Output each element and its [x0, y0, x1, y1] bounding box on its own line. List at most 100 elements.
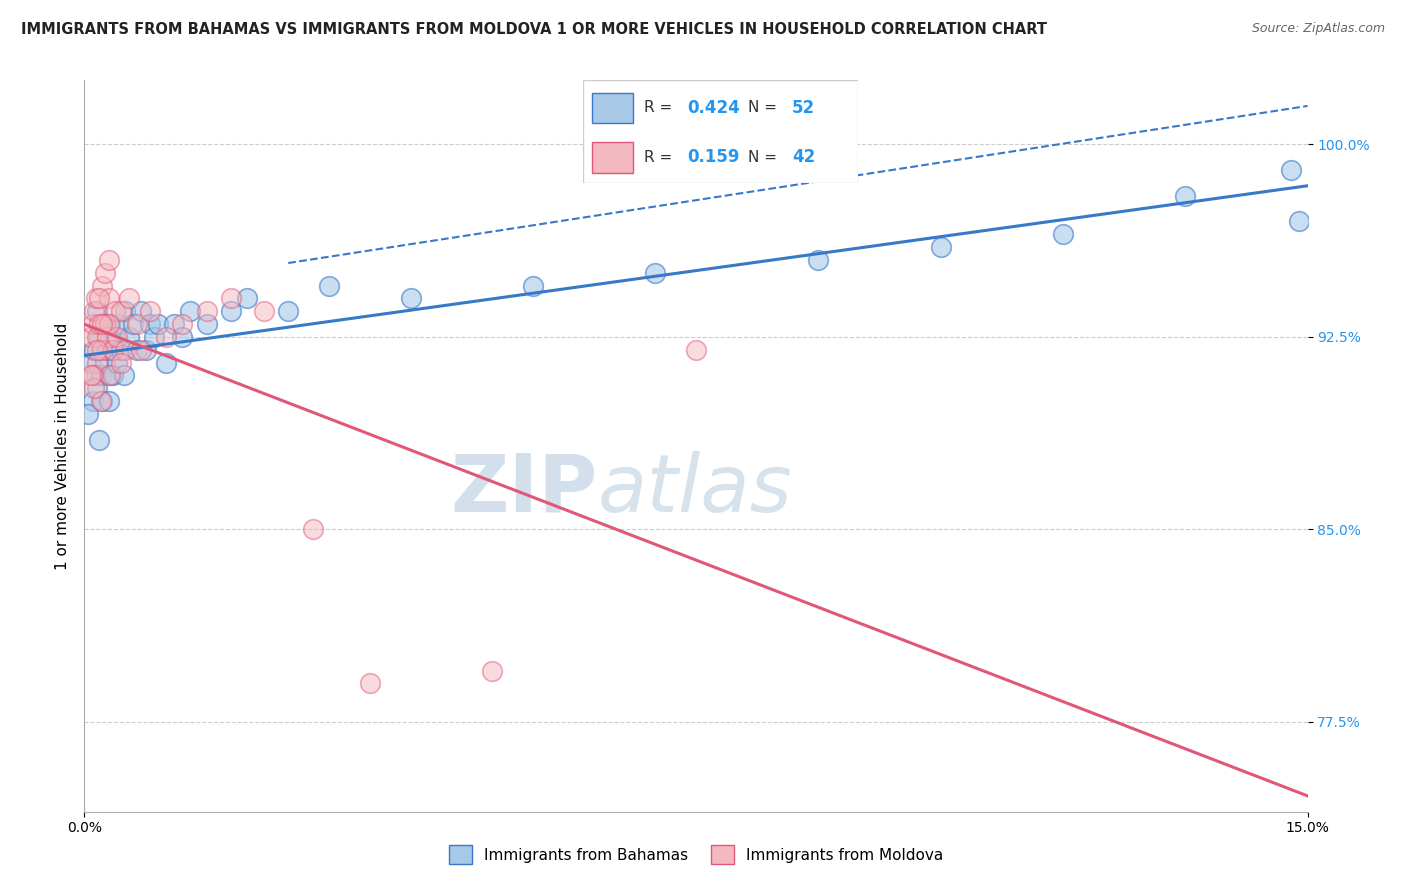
Point — [93, 266, 115, 280]
Point — [522, 278, 544, 293]
Point — [1279, 163, 1302, 178]
Point — [93, 355, 115, 369]
Point — [138, 304, 160, 318]
Point — [86, 343, 108, 357]
Point — [131, 304, 153, 318]
Point — [80, 368, 103, 383]
Point — [110, 355, 132, 369]
Text: N =: N = — [748, 150, 782, 165]
Point — [110, 343, 132, 357]
Point — [253, 304, 276, 318]
Point — [118, 330, 141, 344]
Point — [87, 433, 110, 447]
Point — [122, 317, 145, 331]
Point — [86, 355, 108, 369]
Point — [644, 266, 666, 280]
Point — [86, 330, 108, 344]
Text: 52: 52 — [792, 99, 815, 117]
Legend: Immigrants from Bahamas, Immigrants from Moldova: Immigrants from Bahamas, Immigrants from… — [443, 839, 949, 870]
Point — [195, 317, 218, 331]
Point — [114, 304, 136, 318]
Text: 0.159: 0.159 — [688, 148, 740, 166]
Point — [87, 292, 110, 306]
Point — [219, 292, 242, 306]
Point — [93, 317, 115, 331]
Text: 42: 42 — [792, 148, 815, 166]
Point — [86, 381, 108, 395]
Point — [91, 317, 114, 331]
Point — [146, 317, 169, 331]
Point — [83, 343, 105, 357]
Text: N =: N = — [748, 101, 782, 115]
Point — [82, 394, 104, 409]
Point — [86, 304, 108, 318]
Text: Source: ZipAtlas.com: Source: ZipAtlas.com — [1251, 22, 1385, 36]
Point — [97, 368, 120, 383]
Point — [93, 317, 115, 331]
FancyBboxPatch shape — [592, 93, 633, 123]
Point — [318, 278, 340, 293]
Point — [83, 381, 105, 395]
Point — [219, 304, 242, 318]
Point — [104, 330, 127, 344]
Point — [359, 676, 381, 690]
Point — [127, 343, 149, 357]
Point — [399, 292, 422, 306]
Point — [929, 240, 952, 254]
Point — [97, 317, 120, 331]
Point — [127, 317, 149, 331]
Point — [104, 304, 127, 318]
Point — [1174, 188, 1197, 202]
Point — [114, 343, 136, 357]
Text: atlas: atlas — [598, 450, 793, 529]
Point — [84, 368, 107, 383]
Point — [277, 304, 299, 318]
Point — [87, 317, 110, 331]
Point — [91, 278, 114, 293]
Point — [118, 292, 141, 306]
Point — [142, 330, 165, 344]
Point — [179, 304, 201, 318]
Point — [135, 343, 157, 357]
Point — [97, 292, 120, 306]
Point — [155, 355, 177, 369]
Point — [195, 304, 218, 318]
Point — [101, 368, 124, 383]
Text: 0.424: 0.424 — [688, 99, 741, 117]
Point — [91, 394, 114, 409]
Text: IMMIGRANTS FROM BAHAMAS VS IMMIGRANTS FROM MOLDOVA 1 OR MORE VEHICLES IN HOUSEHO: IMMIGRANTS FROM BAHAMAS VS IMMIGRANTS FR… — [21, 22, 1047, 37]
Text: R =: R = — [644, 150, 676, 165]
Point — [101, 343, 124, 357]
Point — [90, 368, 112, 383]
Point — [96, 330, 118, 344]
Point — [84, 292, 107, 306]
Point — [107, 317, 129, 331]
Point — [80, 330, 103, 344]
Point — [100, 317, 122, 331]
Text: ZIP: ZIP — [451, 450, 598, 529]
Point — [110, 304, 132, 318]
Point — [96, 343, 118, 357]
Point — [97, 394, 120, 409]
Point — [82, 317, 104, 331]
Point — [236, 292, 259, 306]
Point — [172, 317, 194, 331]
Point — [77, 407, 100, 421]
Point — [112, 368, 135, 383]
Point — [97, 252, 120, 267]
Point — [481, 664, 503, 678]
Point — [100, 368, 122, 383]
Point — [82, 368, 104, 383]
Y-axis label: 1 or more Vehicles in Household: 1 or more Vehicles in Household — [55, 322, 70, 570]
Point — [807, 252, 830, 267]
Point — [90, 343, 112, 357]
Point — [101, 343, 124, 357]
Point — [1288, 214, 1310, 228]
Point — [91, 343, 114, 357]
Point — [80, 355, 103, 369]
Point — [685, 343, 707, 357]
Point — [131, 343, 153, 357]
Point — [301, 523, 323, 537]
FancyBboxPatch shape — [583, 80, 858, 183]
Point — [1052, 227, 1074, 242]
